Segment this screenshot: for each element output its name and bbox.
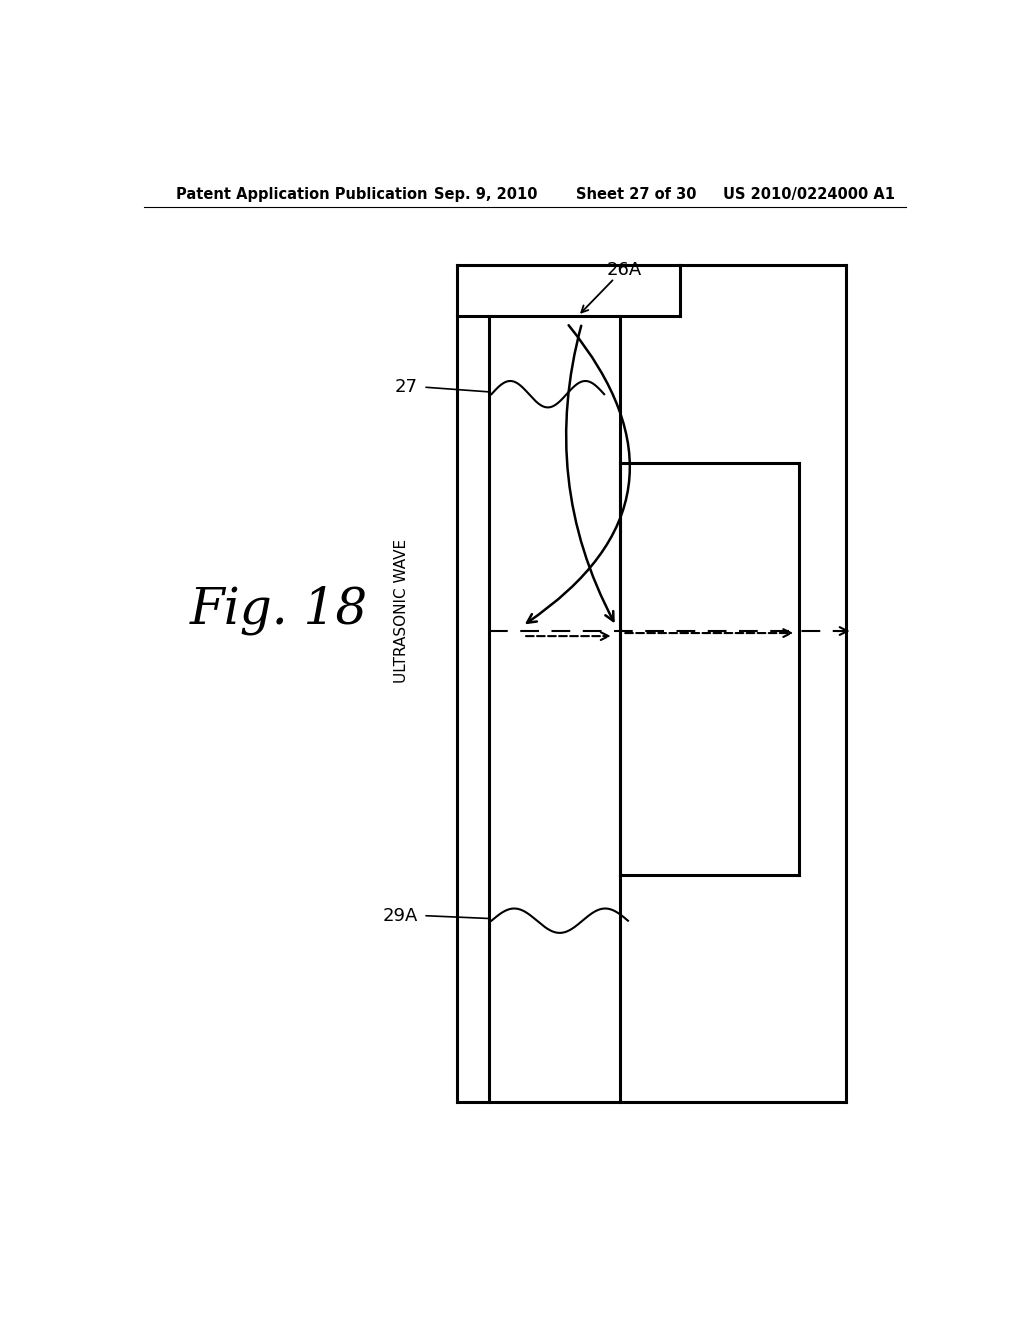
Text: 26A: 26A <box>606 261 642 280</box>
FancyArrowPatch shape <box>526 632 608 640</box>
Text: Patent Application Publication: Patent Application Publication <box>176 187 427 202</box>
FancyArrowPatch shape <box>626 630 792 638</box>
Text: Sheet 27 of 30: Sheet 27 of 30 <box>577 187 697 202</box>
Text: Fig. 18: Fig. 18 <box>189 586 368 635</box>
Text: ULTRASONIC WAVE: ULTRASONIC WAVE <box>394 539 410 682</box>
Text: US 2010/0224000 A1: US 2010/0224000 A1 <box>723 187 895 202</box>
FancyArrowPatch shape <box>527 325 630 623</box>
Text: 27: 27 <box>394 378 418 396</box>
Text: 29A: 29A <box>382 907 418 924</box>
FancyArrowPatch shape <box>566 326 613 620</box>
Text: Sep. 9, 2010: Sep. 9, 2010 <box>433 187 537 202</box>
